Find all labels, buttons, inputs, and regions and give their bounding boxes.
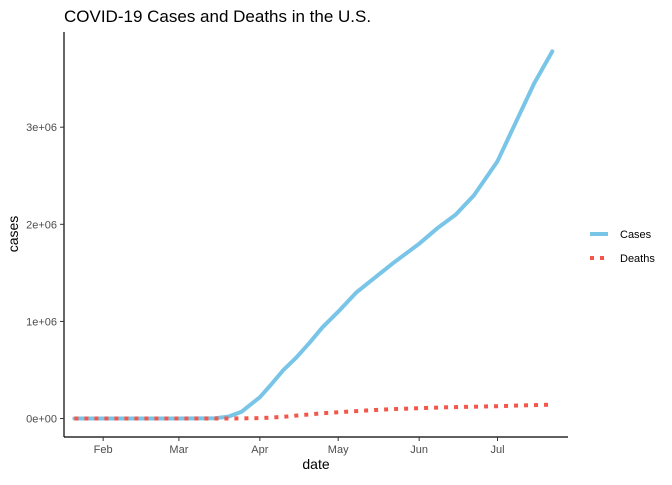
plot-area — [72, 49, 555, 421]
x-axis-ticks: Feb Mar Apr May Jun Jul — [94, 437, 505, 456]
x-tick-label: Feb — [94, 444, 113, 456]
x-tick-label: Mar — [169, 444, 188, 456]
y-tick-label: 3e+06 — [26, 122, 57, 134]
series-line-cases — [72, 49, 555, 421]
legend-label-cases: Cases — [620, 229, 652, 241]
y-tick-label: 0e+00 — [26, 414, 57, 426]
x-tick-label: Apr — [251, 444, 268, 456]
x-tick-label: May — [328, 444, 349, 456]
x-axis-label: date — [302, 456, 329, 472]
y-axis-label: cases — [5, 216, 21, 253]
legend: Cases Deaths — [590, 229, 655, 265]
legend-label-deaths: Deaths — [620, 253, 655, 265]
chart-title: COVID-19 Cases and Deaths in the U.S. — [64, 7, 371, 26]
x-tick-label: Jul — [490, 444, 504, 456]
series-line-deaths — [74, 402, 553, 421]
y-tick-label: 2e+06 — [26, 219, 57, 231]
x-tick-label: Jun — [410, 444, 428, 456]
y-tick-label: 1e+06 — [26, 316, 57, 328]
y-axis-ticks: 0e+00 1e+06 2e+06 3e+06 — [26, 122, 64, 426]
